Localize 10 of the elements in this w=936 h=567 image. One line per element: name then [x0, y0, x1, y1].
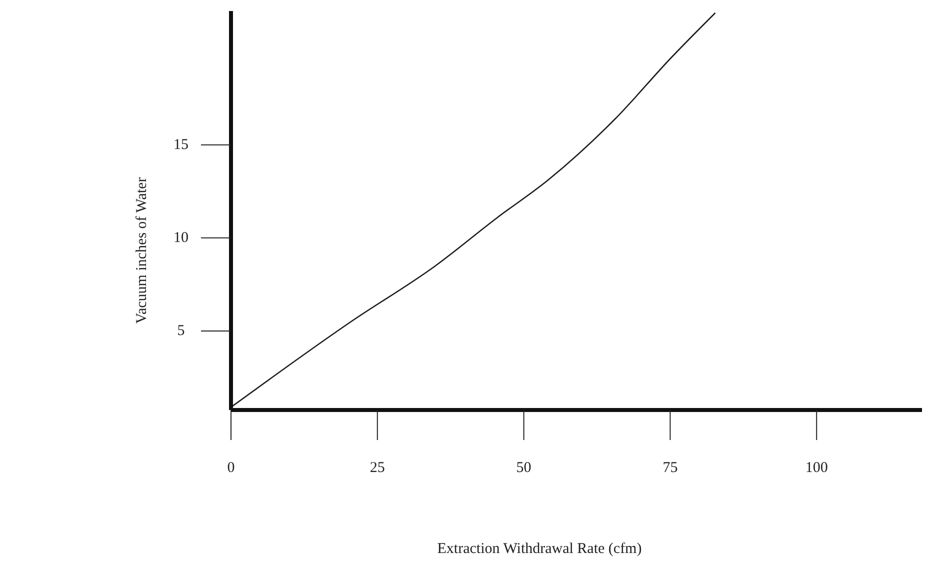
y-tick-label: 10 [174, 230, 188, 246]
y-tick-label: 15 [174, 136, 188, 153]
x-tick-label: 75 [662, 460, 678, 476]
x-tick-label: 0 [227, 460, 235, 476]
y-axis-title: Vacuum inches of Water [134, 177, 150, 324]
x-tick-label: 25 [370, 460, 385, 476]
x-tick-label: 50 [516, 460, 532, 476]
y-tick-label: 5 [177, 322, 185, 339]
x-axis-title: Extraction Withdrawal Rate (cfm) [437, 541, 642, 557]
x-tick-label: 100 [805, 460, 828, 476]
